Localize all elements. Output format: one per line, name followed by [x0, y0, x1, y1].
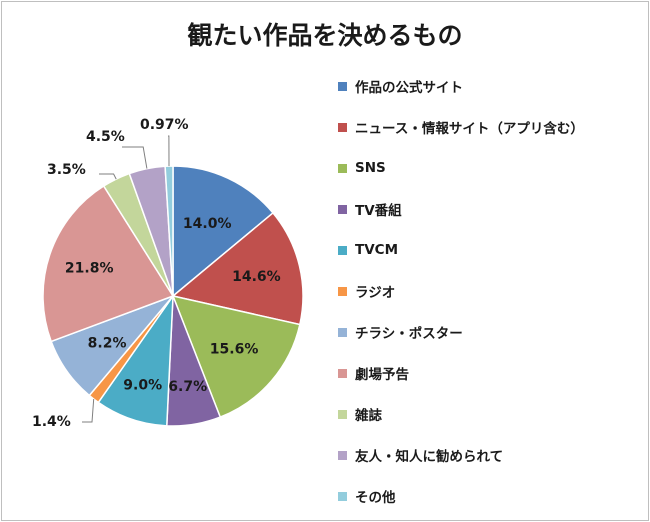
legend-label: TVCM: [355, 242, 398, 258]
legend-swatch: [338, 450, 347, 460]
pie-slice: [42, 184, 175, 343]
legend-label: 友人・知人に勧められて: [355, 449, 504, 465]
pie-slice: [171, 294, 301, 419]
leader-line: [99, 173, 117, 180]
legend-item: 作品の公式サイト: [338, 76, 463, 96]
slice-data-label: 4.5%: [86, 129, 125, 145]
legend-swatch: [338, 409, 347, 419]
legend-swatch: [338, 327, 347, 337]
legend-label: 雑誌: [355, 408, 382, 424]
slice-data-label: 1.4%: [32, 414, 71, 430]
legend-item: TV番組: [338, 199, 402, 219]
legend-item: ニュース・情報サイト（アプリ含む）: [338, 117, 584, 137]
legend-swatch: [338, 245, 347, 255]
legend-label: ラジオ: [355, 285, 396, 301]
legend-swatch: [338, 204, 347, 214]
legend-label: ニュース・情報サイト（アプリ含む）: [355, 121, 584, 137]
leader-line: [82, 398, 95, 423]
leader-line: [168, 135, 170, 167]
pie-slice: [171, 211, 304, 326]
slice-data-label: 15.6%: [210, 342, 259, 358]
slice-data-label: 0.97%: [140, 117, 189, 133]
legend-item: TVCM: [338, 240, 398, 260]
legend-swatch: [338, 491, 347, 501]
legend-swatch: [338, 368, 347, 378]
slice-data-label: 9.0%: [123, 378, 162, 394]
legend-label: その他: [355, 490, 396, 506]
legend-item: 劇場予告: [338, 363, 409, 383]
legend-item: その他: [338, 486, 396, 506]
leader-line: [122, 146, 148, 169]
slice-data-label: 3.5%: [47, 162, 86, 178]
legend-swatch: [338, 163, 347, 173]
legend-swatch: [338, 81, 347, 91]
pie-slice: [172, 165, 275, 298]
chart-title: 観たい作品を決めるもの: [187, 21, 463, 50]
legend-label: SNS: [355, 160, 386, 176]
legend-swatch: [338, 122, 347, 132]
legend-label: 作品の公式サイト: [355, 80, 463, 96]
legend-item: 友人・知人に勧められて: [338, 445, 503, 465]
legend-item: チラシ・ポスター: [338, 322, 463, 342]
legend-swatch: [338, 286, 347, 296]
legend-label: 劇場予告: [355, 367, 409, 383]
legend-label: チラシ・ポスター: [355, 326, 463, 342]
slice-data-label: 14.6%: [232, 269, 281, 285]
pie-slices: [42, 165, 304, 427]
slice-data-label: 6.7%: [168, 379, 207, 395]
slice-data-label: 14.0%: [183, 216, 232, 232]
legend-item: 雑誌: [338, 404, 382, 424]
legend-item: ラジオ: [338, 281, 395, 301]
slice-data-label: 21.8%: [65, 261, 114, 277]
legend-item: SNS: [338, 158, 386, 178]
slice-data-label: 8.2%: [88, 336, 127, 352]
legend-label: TV番組: [355, 203, 402, 219]
